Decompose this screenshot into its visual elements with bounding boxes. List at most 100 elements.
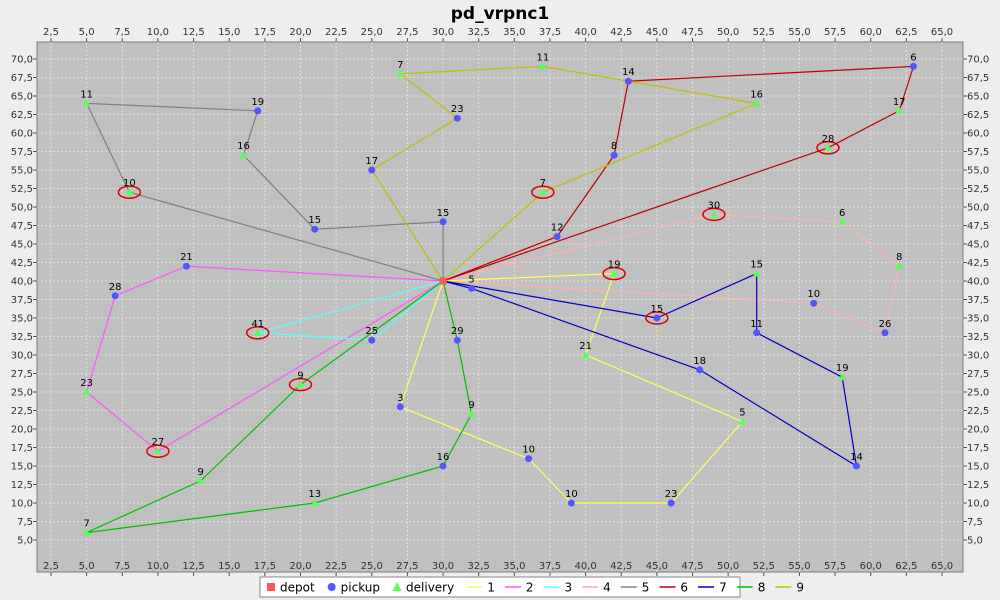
route-line-6 xyxy=(442,65,915,282)
delivery-marker xyxy=(824,143,832,151)
highlight-ring xyxy=(288,377,313,392)
tick-label-x-top: 20,0 xyxy=(289,27,311,38)
tick-label-x-top: 45,0 xyxy=(646,27,668,38)
tick-label-y-right: 37,5 xyxy=(967,295,989,306)
tick-label-y-right: 67,5 xyxy=(967,73,989,84)
delivery-marker xyxy=(895,262,904,270)
tick-label-x-top: 50,0 xyxy=(717,27,739,38)
pickup-marker xyxy=(567,499,575,507)
point-label: 13 xyxy=(308,489,321,500)
tick-label-y-right: 57,5 xyxy=(967,147,989,158)
pickup-marker xyxy=(453,336,461,344)
delivery-marker xyxy=(738,417,747,425)
delivery-marker xyxy=(82,528,91,536)
route-line-2 xyxy=(85,265,444,452)
tick-label-x-bottom: 60,0 xyxy=(860,561,882,572)
pickup-marker xyxy=(909,62,917,70)
tick-label-x-bottom: 30,0 xyxy=(432,561,454,572)
legend-series-label-4: 4 xyxy=(603,581,611,595)
highlight-ring xyxy=(602,266,626,281)
point-label: 19 xyxy=(608,260,621,271)
tick-label-y-right: 55,0 xyxy=(967,166,989,177)
tick-label-x-top: 40,0 xyxy=(574,27,596,38)
point-label: 16 xyxy=(437,452,450,463)
delivery-marker xyxy=(838,217,847,225)
tick-label-x-top: 55,0 xyxy=(788,27,810,38)
pickup-marker xyxy=(753,329,761,337)
point-label: 8 xyxy=(611,141,617,152)
point-label: 23 xyxy=(451,104,464,115)
point-label: 14 xyxy=(850,452,863,463)
delivery-marker xyxy=(710,210,718,218)
tick-label-x-bottom: 52,5 xyxy=(753,561,775,572)
tick-label-y-left: 5,0 xyxy=(17,536,33,547)
point-label: 26 xyxy=(879,319,892,330)
point-label: 21 xyxy=(180,252,193,263)
tick-label-y-right: 32,5 xyxy=(967,332,989,343)
tick-label-x-top: 65,0 xyxy=(931,27,953,38)
tick-label-x-top: 47,5 xyxy=(681,27,703,38)
tick-label-x-top: 60,0 xyxy=(860,27,882,38)
point-label: 29 xyxy=(451,326,464,337)
tick-label-x-top: 42,5 xyxy=(610,27,632,38)
delivery-marker xyxy=(296,380,305,388)
tick-label-y-left: 57,5 xyxy=(11,147,33,158)
point-label: 12 xyxy=(551,223,564,234)
tick-label-x-bottom: 15,0 xyxy=(218,561,240,572)
tick-label-y-right: 52,5 xyxy=(967,184,989,195)
tick-label-y-left: 35,0 xyxy=(11,314,33,325)
point-label: 16 xyxy=(750,89,763,100)
tick-label-y-left: 70,0 xyxy=(11,55,33,66)
highlight-ring xyxy=(117,185,142,199)
delivery-marker xyxy=(396,69,405,77)
tick-label-x-top: 37,5 xyxy=(539,27,561,38)
delivery-marker xyxy=(610,269,618,277)
tick-label-x-top: 27,5 xyxy=(396,27,418,38)
tick-label-y-left: 42,5 xyxy=(11,258,33,269)
tick-label-x-bottom: 17,5 xyxy=(254,561,276,572)
route-line-3 xyxy=(257,280,444,341)
point-label: 5 xyxy=(468,274,474,285)
point-label: 23 xyxy=(665,489,678,500)
point-label: 15 xyxy=(437,208,450,219)
tick-label-y-left: 52,5 xyxy=(11,184,33,195)
pickup-marker xyxy=(468,284,476,292)
point-label: 30 xyxy=(708,200,721,211)
tick-label-x-top: 10,0 xyxy=(147,27,169,38)
legend-series-label-2: 2 xyxy=(526,581,534,595)
tick-label-y-right: 30,0 xyxy=(967,351,989,362)
point-label: 10 xyxy=(807,289,820,300)
highlight-ring xyxy=(816,141,840,155)
point-label: 17 xyxy=(365,156,378,167)
pickup-marker xyxy=(667,499,675,507)
delivery-marker xyxy=(310,499,319,506)
point-label: 7 xyxy=(397,60,403,71)
pickup-marker xyxy=(525,455,533,463)
pickup-marker xyxy=(368,336,376,344)
pickup-marker xyxy=(368,166,376,174)
delivery-marker xyxy=(82,99,91,107)
tick-label-y-left: 67,5 xyxy=(11,73,33,84)
pickup-marker xyxy=(610,151,618,159)
tick-label-y-left: 47,5 xyxy=(11,221,33,232)
pickup-marker xyxy=(311,225,319,233)
pickup-marker xyxy=(111,292,119,300)
point-label: 27 xyxy=(152,437,165,448)
tick-label-x-bottom: 32,5 xyxy=(468,561,490,572)
point-label: 10 xyxy=(123,178,136,189)
tick-label-x-bottom: 10,0 xyxy=(147,561,169,572)
point-label: 19 xyxy=(836,363,849,374)
tick-label-y-right: 47,5 xyxy=(967,221,989,232)
legend-series-label-1: 1 xyxy=(487,581,495,595)
tick-label-y-right: 5,0 xyxy=(967,536,983,547)
tick-label-x-bottom: 20,0 xyxy=(289,561,311,572)
delivery-marker xyxy=(752,99,761,107)
point-label: 14 xyxy=(622,67,635,78)
tick-label-y-right: 70,0 xyxy=(967,55,989,66)
legend-series-label-9: 9 xyxy=(796,581,804,595)
pickup-marker xyxy=(624,77,632,85)
tick-label-y-left: 32,5 xyxy=(11,332,33,343)
point-label: 9 xyxy=(297,371,303,382)
tick-label-y-right: 60,0 xyxy=(967,129,989,140)
